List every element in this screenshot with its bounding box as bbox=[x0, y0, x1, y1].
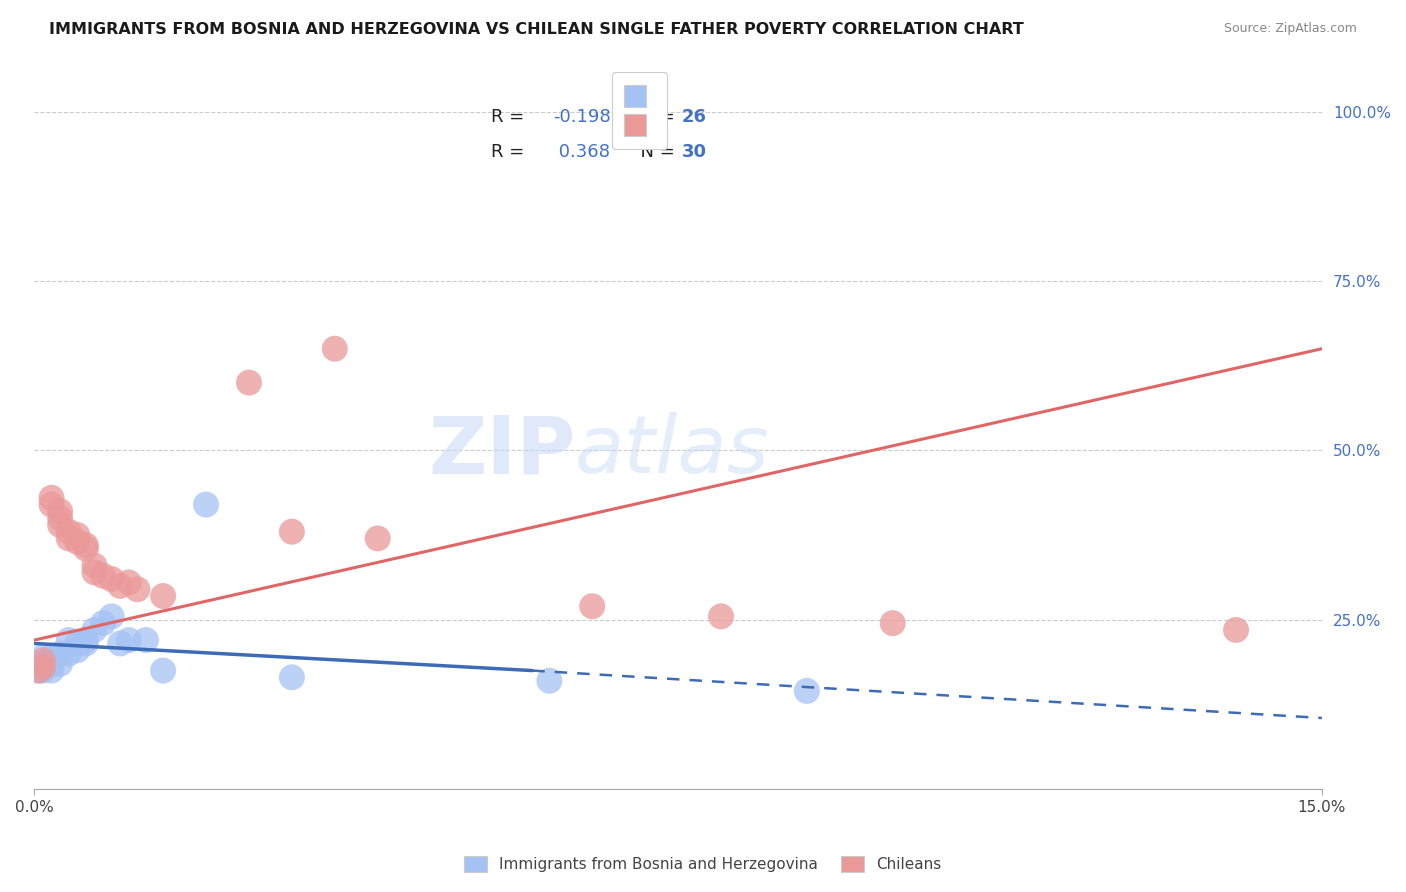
Point bbox=[83, 566, 105, 580]
Text: 0.368: 0.368 bbox=[553, 144, 610, 161]
Text: ZIP: ZIP bbox=[427, 412, 575, 491]
Point bbox=[118, 633, 141, 648]
Point bbox=[882, 616, 904, 631]
Point bbox=[108, 579, 131, 593]
Point bbox=[152, 589, 174, 603]
Point bbox=[49, 504, 72, 518]
Point bbox=[32, 664, 55, 678]
Legend: , : , bbox=[612, 72, 668, 149]
Point bbox=[367, 532, 389, 546]
Point bbox=[66, 643, 89, 657]
Point bbox=[75, 538, 97, 552]
Point bbox=[66, 534, 89, 549]
Point bbox=[195, 498, 218, 512]
Text: atlas: atlas bbox=[575, 412, 770, 491]
Legend: Immigrants from Bosnia and Herzegovina, Chileans: Immigrants from Bosnia and Herzegovina, … bbox=[457, 848, 949, 880]
Point bbox=[281, 670, 304, 684]
Point bbox=[127, 582, 149, 597]
Point bbox=[135, 633, 157, 648]
Point bbox=[710, 609, 733, 624]
Text: Source: ZipAtlas.com: Source: ZipAtlas.com bbox=[1223, 22, 1357, 36]
Point bbox=[41, 650, 63, 665]
Point bbox=[323, 342, 346, 356]
Point bbox=[32, 657, 55, 671]
Text: N =: N = bbox=[630, 144, 681, 161]
Point bbox=[32, 660, 55, 674]
Point bbox=[538, 673, 561, 688]
Point bbox=[108, 636, 131, 650]
Point bbox=[238, 376, 260, 390]
Point bbox=[75, 633, 97, 648]
Point bbox=[66, 528, 89, 542]
Text: R =: R = bbox=[492, 108, 530, 126]
Text: R =: R = bbox=[492, 144, 530, 161]
Point bbox=[49, 657, 72, 671]
Point bbox=[152, 664, 174, 678]
Point bbox=[32, 653, 55, 667]
Text: 30: 30 bbox=[682, 144, 707, 161]
Point bbox=[91, 616, 114, 631]
Point bbox=[41, 491, 63, 505]
Point bbox=[28, 664, 51, 678]
Point bbox=[1225, 623, 1247, 637]
Point bbox=[58, 532, 80, 546]
Text: -0.198: -0.198 bbox=[553, 108, 612, 126]
Point bbox=[41, 664, 63, 678]
Point bbox=[75, 541, 97, 556]
Point bbox=[118, 575, 141, 590]
Point bbox=[75, 636, 97, 650]
Point bbox=[41, 657, 63, 671]
Point bbox=[83, 558, 105, 573]
Point bbox=[83, 623, 105, 637]
Text: IMMIGRANTS FROM BOSNIA AND HERZEGOVINA VS CHILEAN SINGLE FATHER POVERTY CORRELAT: IMMIGRANTS FROM BOSNIA AND HERZEGOVINA V… bbox=[49, 22, 1024, 37]
Point bbox=[281, 524, 304, 539]
Point bbox=[49, 517, 72, 532]
Point bbox=[66, 636, 89, 650]
Point bbox=[32, 650, 55, 665]
Point bbox=[49, 511, 72, 525]
Point bbox=[58, 633, 80, 648]
Point bbox=[28, 664, 51, 678]
Point bbox=[41, 498, 63, 512]
Point bbox=[91, 568, 114, 582]
Point bbox=[581, 599, 603, 614]
Point bbox=[58, 647, 80, 661]
Text: 26: 26 bbox=[682, 108, 707, 126]
Point bbox=[796, 684, 818, 698]
Point bbox=[100, 572, 122, 586]
Point bbox=[58, 524, 80, 539]
Text: N =: N = bbox=[630, 108, 681, 126]
Point bbox=[100, 609, 122, 624]
Point bbox=[49, 647, 72, 661]
